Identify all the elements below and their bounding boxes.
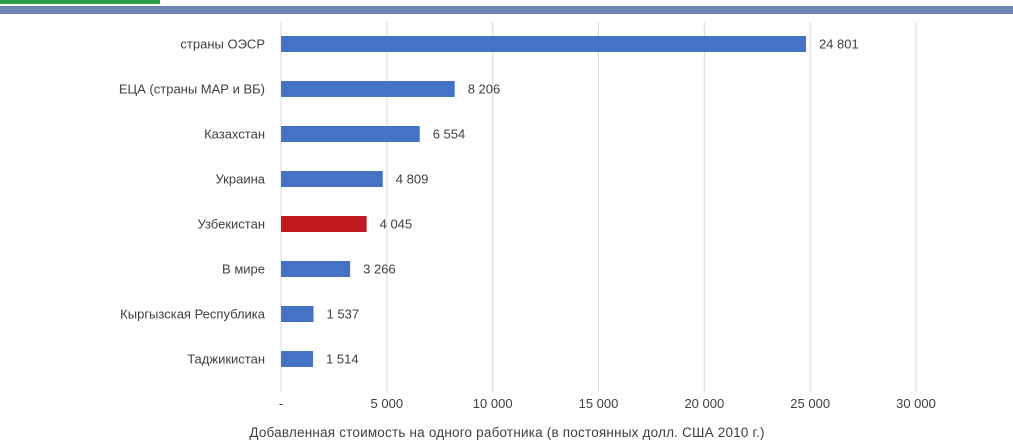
x-tick-label: 10 000 bbox=[473, 396, 513, 411]
category-label: Кыргызская Республика bbox=[120, 307, 266, 322]
bar bbox=[281, 81, 455, 97]
category-label: ЕЦА (страны МАР и ВБ) bbox=[119, 82, 265, 97]
x-axis-title: Добавленная стоимость на одного работник… bbox=[249, 425, 764, 440]
category-label: Узбекистан bbox=[197, 217, 265, 232]
category-label: Казахстан bbox=[204, 127, 265, 142]
value-label: 4 045 bbox=[380, 217, 413, 232]
value-labels: 24 801 8 206 6 554 4 809 4 045 3 266 1 537 1 51… bbox=[326, 37, 859, 367]
category-label: страны ОЭСР bbox=[180, 37, 265, 52]
bars bbox=[281, 36, 806, 367]
x-tick-label: 30 000 bbox=[896, 396, 936, 411]
bar bbox=[281, 126, 420, 142]
value-label: 6 554 bbox=[433, 127, 466, 142]
category-label: Украина bbox=[216, 172, 266, 187]
bar bbox=[281, 261, 351, 277]
gridlines bbox=[280, 22, 917, 392]
category-label: Таджикистан bbox=[187, 352, 265, 367]
value-label: 4 809 bbox=[396, 172, 429, 187]
header-accent-bar bbox=[0, 0, 160, 4]
x-tick-label: - bbox=[279, 396, 283, 411]
value-label: 1 514 bbox=[326, 352, 359, 367]
x-tick-label: 20 000 bbox=[684, 396, 724, 411]
value-label: 3 266 bbox=[363, 262, 396, 277]
header-bar bbox=[0, 6, 1013, 14]
bar bbox=[281, 351, 314, 367]
value-label: 8 206 bbox=[468, 82, 501, 97]
bar bbox=[281, 306, 314, 322]
bar bbox=[281, 171, 383, 187]
x-tick-labels: - 5 000 10 000 15 000 20 000 25 000 30 000 bbox=[279, 396, 936, 411]
category-labels: страны ОЭСР ЕЦА (страны МАР и ВБ) Казахста… bbox=[119, 37, 266, 367]
bar bbox=[281, 216, 367, 232]
value-label: 24 801 bbox=[819, 37, 859, 52]
category-label: В мире bbox=[222, 262, 265, 277]
x-tick-label: 5 000 bbox=[371, 396, 404, 411]
x-tick-label: 25 000 bbox=[790, 396, 830, 411]
x-tick-label: 15 000 bbox=[579, 396, 619, 411]
bar bbox=[281, 36, 806, 52]
value-label: 1 537 bbox=[327, 307, 360, 322]
